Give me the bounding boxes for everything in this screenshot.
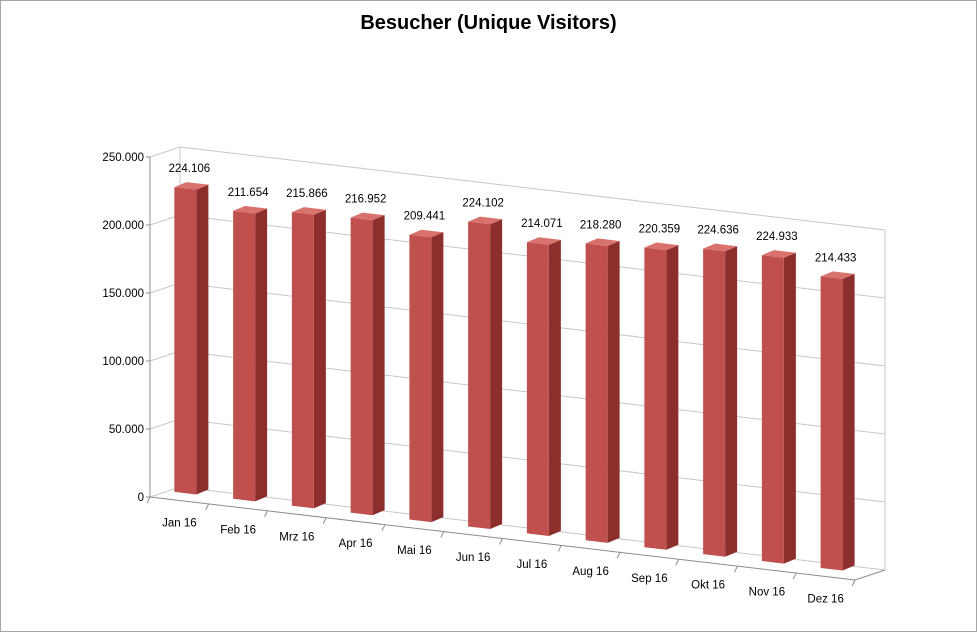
data-label: 215.866 [286, 188, 328, 200]
x-tick-mark [557, 545, 562, 552]
bar-top [644, 242, 679, 251]
x-tick-mark [616, 552, 621, 559]
x-tick-label: Mai 16 [397, 545, 432, 557]
x-tick-label: Mrz 16 [279, 531, 314, 543]
bar [644, 242, 679, 550]
bar-side [313, 209, 326, 509]
x-tick-mark [205, 503, 210, 511]
x-tick-label: Jan 16 [162, 517, 197, 529]
bar-front [526, 242, 549, 536]
bar-top [174, 182, 209, 190]
x-tick-mark [499, 538, 503, 545]
y-tick-label: 150.000 [102, 288, 144, 300]
bar-side [490, 219, 503, 530]
bar [703, 243, 738, 557]
bar-top [291, 207, 326, 215]
data-label: 224.106 [169, 163, 211, 175]
data-label: 214.433 [815, 252, 857, 264]
x-tick-label: Aug 16 [572, 566, 608, 578]
bar-front [291, 212, 314, 509]
bar-side [196, 184, 209, 495]
data-label: 209.441 [404, 211, 446, 223]
bar [291, 207, 326, 509]
bar-top [703, 243, 738, 252]
x-tick-mark [675, 559, 680, 566]
x-tick-mark [734, 565, 738, 573]
bar-top [820, 271, 855, 279]
bar-side [548, 239, 561, 536]
bar-front [174, 187, 197, 495]
data-label: 216.952 [345, 194, 387, 206]
bar-top [526, 237, 561, 245]
bar [468, 216, 503, 530]
bar-front [820, 276, 843, 571]
bar [174, 182, 209, 495]
bar-top [350, 212, 385, 221]
bar-front [350, 217, 373, 516]
y-tick-label: 100.000 [102, 356, 144, 368]
bar-side [255, 208, 268, 502]
bar [409, 229, 444, 523]
floor-right-edge [854, 569, 886, 581]
data-label: 211.654 [228, 187, 269, 199]
bars: 224.106 Jan 16 211.654 Feb 16 215.866 Mrz 16 2… [162, 163, 856, 605]
x-tick-label: Sep 16 [631, 573, 667, 585]
bar-side [725, 246, 738, 557]
bar [761, 250, 796, 564]
x-tick-mark [322, 517, 327, 524]
x-tick-mark [381, 524, 386, 531]
bar-top [585, 238, 620, 247]
bar-front [703, 248, 726, 557]
y-tick-label: 250.000 [102, 152, 144, 164]
bar-top [409, 229, 444, 238]
x-tick-label: Apr 16 [339, 538, 373, 550]
bar [526, 237, 561, 536]
bar-top [233, 205, 268, 214]
x-tick-label: Jun 16 [456, 552, 491, 564]
bar-front [233, 210, 256, 502]
x-tick-mark [264, 510, 268, 518]
chart-title: Besucher (Unique Visitors) [360, 12, 617, 34]
bar [585, 238, 620, 543]
data-label: 214.071 [521, 218, 563, 230]
x-tick-mark [440, 531, 445, 538]
bar-front [761, 255, 784, 564]
bar-top [468, 216, 503, 225]
y-tick-label: 50.000 [109, 424, 144, 436]
bar [350, 212, 385, 516]
bar-side [842, 273, 855, 571]
bar [820, 271, 855, 571]
bar-front [468, 221, 491, 530]
bar-front [585, 243, 608, 543]
data-label: 224.636 [697, 225, 739, 237]
bar-side [607, 241, 620, 543]
side-wall-gridline [149, 146, 181, 158]
bar-side [431, 232, 444, 523]
data-label: 224.933 [756, 231, 798, 243]
y-tick-label: 0 [138, 492, 144, 504]
x-tick-mark [851, 579, 856, 587]
x-tick-mark [146, 496, 151, 504]
gridline [179, 146, 886, 231]
bar-top [761, 250, 796, 258]
x-tick-label: Dez 16 [807, 594, 843, 606]
x-tick-label: Jul 16 [517, 559, 548, 571]
bar-front [409, 234, 432, 523]
bar-front [644, 247, 667, 550]
data-label: 224.102 [462, 198, 504, 210]
bar-side [666, 245, 679, 550]
x-tick-label: Okt 16 [691, 580, 725, 592]
y-tick-label: 200.000 [102, 220, 144, 232]
bar-side [372, 215, 385, 516]
data-label: 220.359 [639, 224, 681, 236]
x-tick-label: Nov 16 [749, 587, 785, 599]
bar [233, 205, 268, 502]
data-label: 218.280 [580, 219, 622, 231]
x-tick-mark [792, 572, 797, 580]
x-tick-label: Feb 16 [220, 524, 256, 536]
bar-side [783, 252, 796, 564]
